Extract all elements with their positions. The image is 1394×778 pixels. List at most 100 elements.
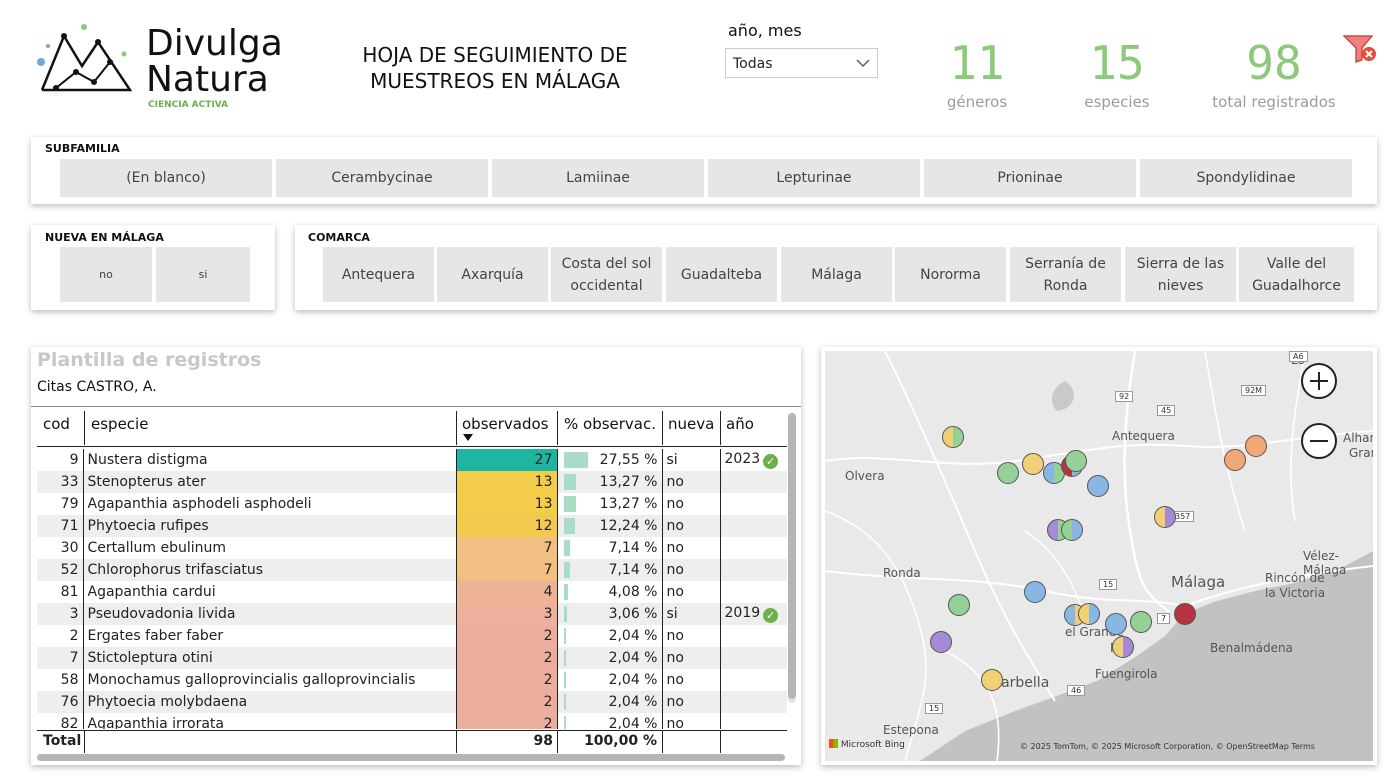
header-observados[interactable]: observados xyxy=(462,415,549,433)
map-marker[interactable] xyxy=(1078,603,1100,625)
kpi-especies-label: especies xyxy=(1084,93,1150,111)
comarca-axarquia[interactable]: Axarquía xyxy=(437,247,548,302)
cell-pct: 7,14 % xyxy=(557,537,663,559)
cell-cod: 71 xyxy=(37,515,84,537)
cell-pct: 7,14 % xyxy=(557,559,663,581)
date-dropdown-value: Todas xyxy=(733,56,773,72)
map-place-label: Benalmádena xyxy=(1210,641,1293,655)
comarca-guadalteba[interactable]: Guadalteba xyxy=(666,247,777,302)
map-marker[interactable] xyxy=(1024,581,1046,603)
map-marker[interactable] xyxy=(1174,603,1196,625)
map-marker[interactable] xyxy=(1112,636,1134,658)
cell-pct-text: 13,27 % xyxy=(599,496,658,512)
nueva-no[interactable]: no xyxy=(60,247,152,302)
page-title: HOJA DE SEGUIMIENTO DE MUESTREOS EN MÁLA… xyxy=(330,42,660,94)
map-marker[interactable] xyxy=(948,594,970,616)
map-marker[interactable] xyxy=(1087,475,1109,497)
clear-filters-icon[interactable] xyxy=(1342,32,1380,66)
pct-bar xyxy=(563,716,566,729)
horizontal-scrollbar[interactable] xyxy=(37,754,785,761)
map-marker[interactable] xyxy=(942,426,964,448)
comarca-nororma[interactable]: Nororma xyxy=(895,247,1006,302)
subfamilia-blank[interactable]: (En blanco) xyxy=(60,159,272,197)
comarca-malaga[interactable]: Málaga xyxy=(781,247,892,302)
pct-bar xyxy=(563,694,566,710)
cell-cod: 7 xyxy=(37,647,84,669)
map-marker[interactable] xyxy=(1224,449,1246,471)
cell-nueva: no xyxy=(662,493,721,515)
comarca-costa-del-sol[interactable]: Costa del sol occidental xyxy=(551,247,662,302)
map-marker[interactable] xyxy=(1061,519,1083,541)
comarca-serrania-ronda[interactable]: Serranía de Ronda xyxy=(1010,247,1121,302)
header-ano[interactable]: año xyxy=(726,415,754,433)
minus-icon xyxy=(1310,440,1328,442)
pct-bar xyxy=(563,606,567,622)
table-row[interactable]: 71 Phytoecia rufipes 12 12,24 % no xyxy=(37,515,787,537)
cell-ano xyxy=(720,691,787,713)
comarca-antequera[interactable]: Antequera xyxy=(323,247,434,302)
cell-ano xyxy=(720,713,787,729)
zoom-in-button[interactable] xyxy=(1301,363,1337,399)
road-sign: 92 xyxy=(1115,391,1134,402)
check-circle-icon: ✓ xyxy=(763,608,779,623)
map-marker[interactable] xyxy=(1245,435,1267,457)
header-pct[interactable]: % observac. xyxy=(564,415,657,433)
comarca-valle-guadalhorce[interactable]: Valle del Guadalhorce xyxy=(1239,247,1354,302)
map-marker[interactable] xyxy=(1105,613,1127,635)
map-place-label: Fuengirola xyxy=(1095,667,1158,681)
map-place-label: Málaga xyxy=(1171,573,1226,591)
table-row[interactable]: 2 Ergates faber faber 2 2,04 % no xyxy=(37,625,787,647)
header-especie[interactable]: especie xyxy=(91,415,149,433)
subfamilia-lepturinae[interactable]: Lepturinae xyxy=(708,159,920,197)
cell-pct: 2,04 % xyxy=(557,691,663,713)
nueva-si[interactable]: si xyxy=(156,247,250,302)
map-marker[interactable] xyxy=(981,669,1003,691)
cell-ano: 2023 ✓ xyxy=(720,449,787,471)
table-row[interactable]: 81 Agapanthia cardui 4 4,08 % no xyxy=(37,581,787,603)
brand-tagline: CIENCIA ACTIVA xyxy=(148,100,229,110)
map-marker[interactable] xyxy=(1065,450,1087,472)
map-marker[interactable] xyxy=(930,631,952,653)
table-row[interactable]: 58 Monochamus galloprovincialis galloprov… xyxy=(37,669,787,691)
header-nueva[interactable]: nueva xyxy=(668,415,715,433)
date-dropdown[interactable]: Todas xyxy=(725,48,878,78)
cell-pct-text: 4,08 % xyxy=(608,584,658,600)
subfamilia-spondylidinae[interactable]: Spondylidinae xyxy=(1140,159,1352,197)
zoom-out-button[interactable] xyxy=(1301,423,1337,459)
table-row[interactable]: 9 Nustera distigma 27 27,55 % si 2023 ✓ xyxy=(37,449,787,471)
cell-pct-text: 27,55 % xyxy=(599,452,658,468)
map-place-label: Olvera xyxy=(845,469,885,483)
map-marker[interactable] xyxy=(1130,611,1152,633)
cell-cod: 82 xyxy=(37,713,84,729)
table-row[interactable]: 79 Agapanthia asphodeli asphodeli 13 13,27 … xyxy=(37,493,787,515)
map-canvas[interactable]: Antequera Olvera Ronda Vélez-Málaga Málaga Ri… xyxy=(825,351,1373,761)
road-sign: 92M xyxy=(1241,385,1267,396)
table-row[interactable]: 52 Chlorophorus trifasciatus 7 7,14 % no xyxy=(37,559,787,581)
map-marker[interactable] xyxy=(1154,506,1176,528)
subfamilia-prioninae[interactable]: Prioninae xyxy=(924,159,1136,197)
header-cod[interactable]: cod xyxy=(43,415,70,433)
cell-observados: 13 xyxy=(456,471,558,493)
cell-especie: Certallum ebulinum xyxy=(83,537,457,559)
table-row[interactable]: 7 Stictoleptura otini 2 2,04 % no xyxy=(37,647,787,669)
table-row[interactable]: 76 Phytoecia molybdaena 2 2,04 % no xyxy=(37,691,787,713)
table-row[interactable]: 30 Certallum ebulinum 7 7,14 % no xyxy=(37,537,787,559)
cell-pct-text: 7,14 % xyxy=(608,562,658,578)
subfamilia-cerambycinae[interactable]: Cerambycinae xyxy=(276,159,488,197)
vertical-scrollbar[interactable] xyxy=(788,413,796,703)
table-row[interactable]: 3 Pseudovadonia livida 3 3,06 % si 2019 ✓ xyxy=(37,603,787,625)
comarca-sierra-nieves[interactable]: Sierra de las nieves xyxy=(1125,247,1236,302)
map-attribution[interactable]: © 2025 TomTom, © 2025 Microsoft Corporat… xyxy=(1020,742,1315,751)
total-obs: 98 xyxy=(533,733,553,749)
map-place-label: la Victoria xyxy=(1265,586,1326,600)
subfamilia-lamiinae[interactable]: Lamiinae xyxy=(492,159,704,197)
sort-desc-icon xyxy=(463,434,473,441)
cell-nueva: no xyxy=(662,669,721,691)
table-row[interactable]: 82 Agapanthia irrorata 2 2,04 % no xyxy=(37,713,787,729)
bing-label: Microsoft Bing xyxy=(840,740,905,750)
map-marker[interactable] xyxy=(1022,453,1044,475)
table-row[interactable]: 33 Stenopterus ater 13 13,27 % no xyxy=(37,471,787,493)
scrollbar-thumb[interactable] xyxy=(788,413,796,699)
map-marker[interactable] xyxy=(997,462,1019,484)
kpi-total-value: 98 xyxy=(1246,36,1302,90)
